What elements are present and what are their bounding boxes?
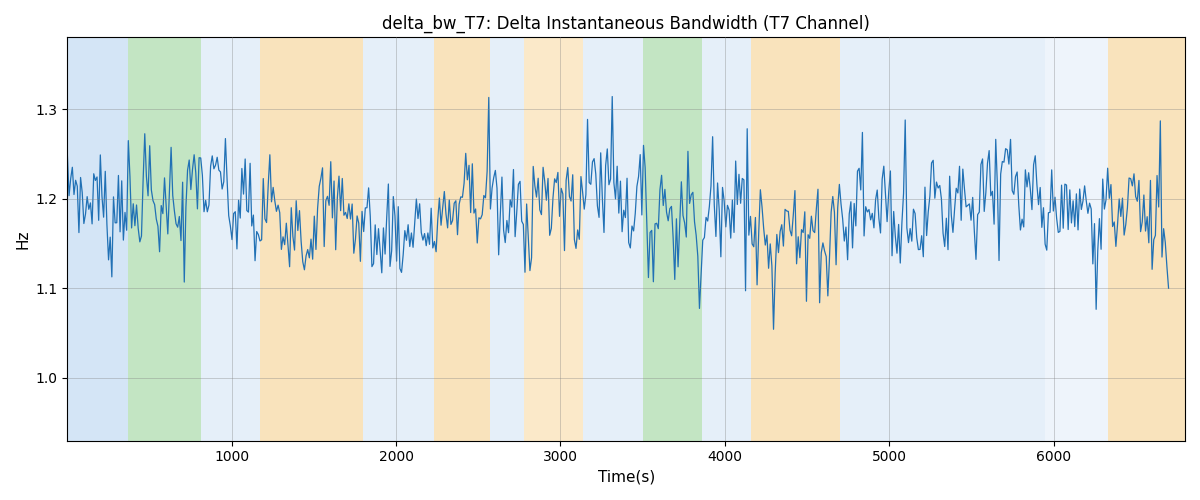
Bar	[434, 38, 490, 440]
Bar	[840, 38, 1045, 440]
Bar	[702, 38, 751, 440]
Bar	[490, 38, 524, 440]
Title: delta_bw_T7: Delta Instantaneous Bandwidth (T7 Channel): delta_bw_T7: Delta Instantaneous Bandwid…	[383, 15, 870, 34]
Bar	[1045, 38, 1108, 440]
Bar	[128, 38, 200, 440]
Bar	[583, 38, 643, 440]
Bar	[259, 38, 364, 440]
Bar	[67, 38, 128, 440]
Y-axis label: Hz: Hz	[16, 230, 30, 249]
Bar	[524, 38, 583, 440]
X-axis label: Time(s): Time(s)	[598, 470, 655, 485]
Bar	[643, 38, 702, 440]
Bar	[751, 38, 840, 440]
Bar	[1108, 38, 1184, 440]
Bar	[364, 38, 434, 440]
Bar	[200, 38, 259, 440]
